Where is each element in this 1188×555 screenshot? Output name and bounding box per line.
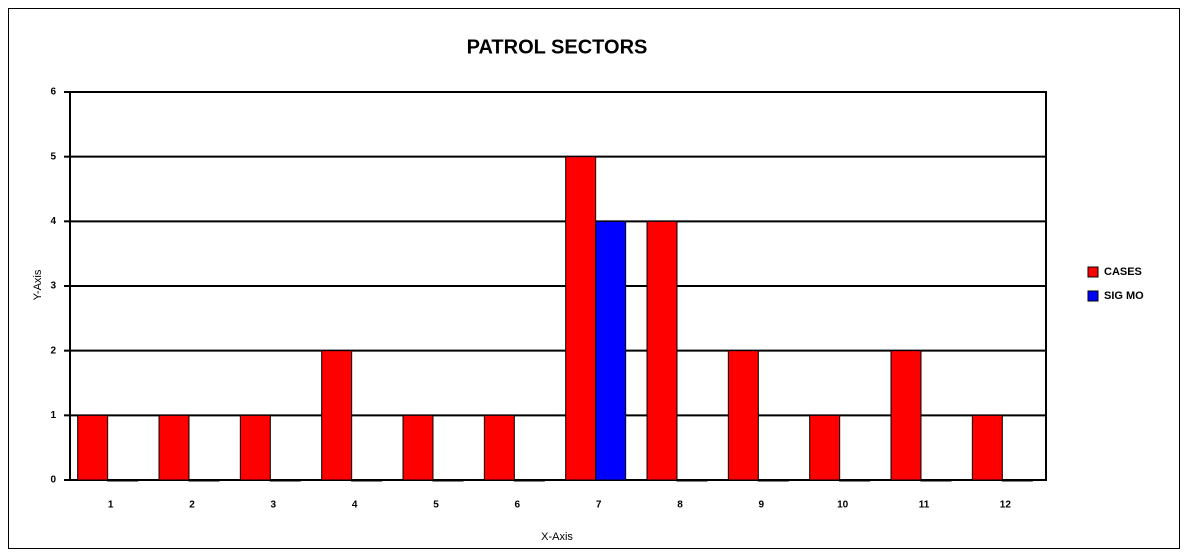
x-tick-label: 6	[515, 500, 521, 511]
x-tick-label: 12	[1000, 500, 1012, 511]
bar	[646, 220, 678, 481]
bar	[269, 479, 301, 482]
bar	[727, 350, 759, 481]
y-tick-label: 4	[50, 216, 56, 227]
bar	[107, 479, 139, 482]
x-tick-label: 5	[433, 500, 439, 511]
y-tick-label: 2	[50, 345, 56, 356]
legend-swatch	[1087, 266, 1099, 278]
bar	[1001, 479, 1033, 482]
bar	[77, 414, 109, 481]
y-tick-label: 5	[50, 151, 56, 162]
y-tick-label: 1	[50, 410, 56, 421]
x-tick-label: 2	[189, 500, 195, 511]
bar	[676, 479, 708, 482]
bar	[188, 479, 220, 482]
x-tick-label: 1	[108, 500, 114, 511]
bar	[971, 414, 1003, 481]
legend-label: CASES	[1104, 266, 1142, 278]
bar	[809, 414, 841, 481]
bar	[565, 156, 597, 481]
bar	[432, 479, 464, 482]
bar	[483, 414, 515, 481]
legend-swatch	[1087, 290, 1099, 302]
bar	[757, 479, 789, 482]
legend-label: SIG MO	[1104, 290, 1144, 302]
y-tick-label: 0	[50, 475, 56, 486]
bar	[890, 350, 922, 481]
bar	[158, 414, 190, 481]
x-tick-label: 4	[352, 500, 358, 511]
bar	[402, 414, 434, 481]
y-tick-label: 6	[50, 87, 56, 98]
x-tick-label: 11	[919, 500, 930, 511]
y-tick-label: 3	[50, 281, 56, 292]
x-tick-label: 7	[596, 500, 602, 511]
x-tick-label: 9	[759, 500, 765, 511]
bar	[595, 220, 627, 481]
x-tick-label: 10	[837, 500, 849, 511]
bar	[513, 479, 545, 482]
x-tick-label: 8	[677, 500, 683, 511]
bar	[239, 414, 271, 481]
bar	[920, 479, 952, 482]
bar	[321, 350, 353, 481]
bar	[839, 479, 871, 482]
bar	[351, 479, 383, 482]
chart-title: PATROL SECTORS	[467, 36, 648, 58]
y-axis-label: Y-Axis	[32, 269, 44, 300]
x-axis-label: X-Axis	[541, 531, 573, 543]
x-tick-label: 3	[271, 500, 277, 511]
